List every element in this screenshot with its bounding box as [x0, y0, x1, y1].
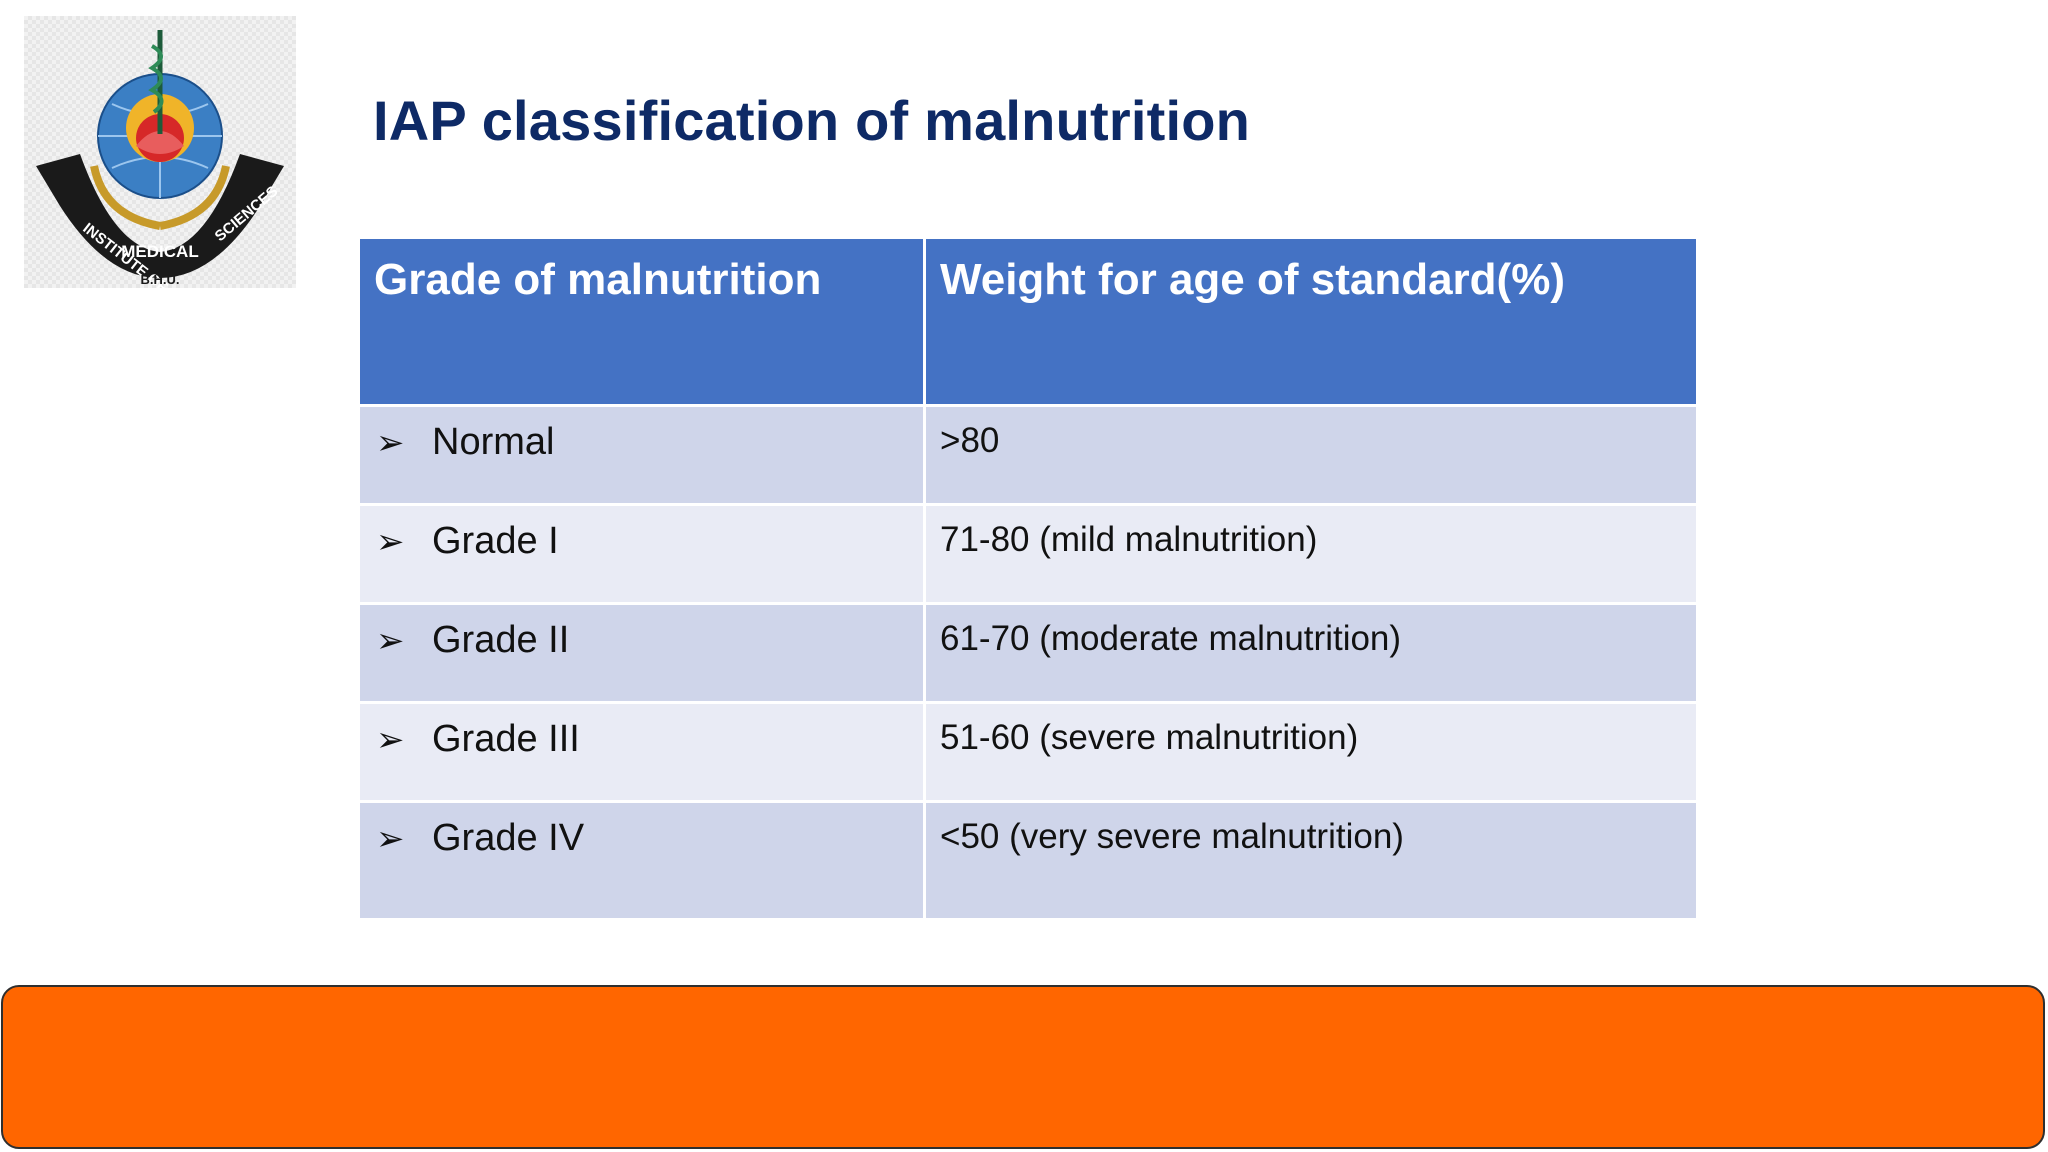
value-cell: 51-60 (severe malnutrition) [923, 701, 1699, 803]
value-cell: 61-70 (moderate malnutrition) [923, 602, 1699, 704]
arrow-bullet-icon: ➢ [376, 424, 405, 462]
header-grade: Grade of malnutrition [357, 236, 926, 407]
emblem-icon: INSTITUTE OF MEDICAL SCIENCES B.H.U. [36, 30, 284, 288]
svg-text:B.H.U.: B.H.U. [141, 272, 180, 287]
table-row: ➢ Grade IV <50 (very severe malnutrition) [357, 800, 1699, 921]
table-row: ➢ Grade III 51-60 (severe malnutrition) [357, 701, 1699, 803]
value-cell: <50 (very severe malnutrition) [923, 800, 1699, 921]
table-header-row: Grade of malnutrition Weight for age of … [357, 236, 1699, 407]
grade-cell: ➢ Grade I [357, 503, 926, 605]
header-weight: Weight for age of standard(%) [923, 236, 1699, 407]
institute-logo: INSTITUTE OF MEDICAL SCIENCES B.H.U. [24, 16, 296, 288]
grade-cell: ➢ Normal [357, 404, 926, 506]
grade-cell: ➢ Grade II [357, 602, 926, 704]
grade-cell: ➢ Grade IV [357, 800, 926, 921]
arrow-bullet-icon: ➢ [376, 523, 405, 561]
arrow-bullet-icon: ➢ [376, 820, 405, 858]
table-row: ➢ Grade I 71-80 (mild malnutrition) [357, 503, 1699, 605]
arrow-bullet-icon: ➢ [376, 622, 405, 660]
classification-table: Grade of malnutrition Weight for age of … [357, 236, 1699, 921]
value-cell: >80 [923, 404, 1699, 506]
table-row: ➢ Normal >80 [357, 404, 1699, 506]
svg-text:MEDICAL: MEDICAL [121, 242, 198, 261]
grade-cell: ➢ Grade III [357, 701, 926, 803]
table-row: ➢ Grade II 61-70 (moderate malnutrition) [357, 602, 1699, 704]
value-cell: 71-80 (mild malnutrition) [923, 503, 1699, 605]
footer-bar [1, 985, 2045, 1149]
arrow-bullet-icon: ➢ [376, 721, 405, 759]
slide-title: IAP classification of malnutrition [373, 89, 1251, 152]
